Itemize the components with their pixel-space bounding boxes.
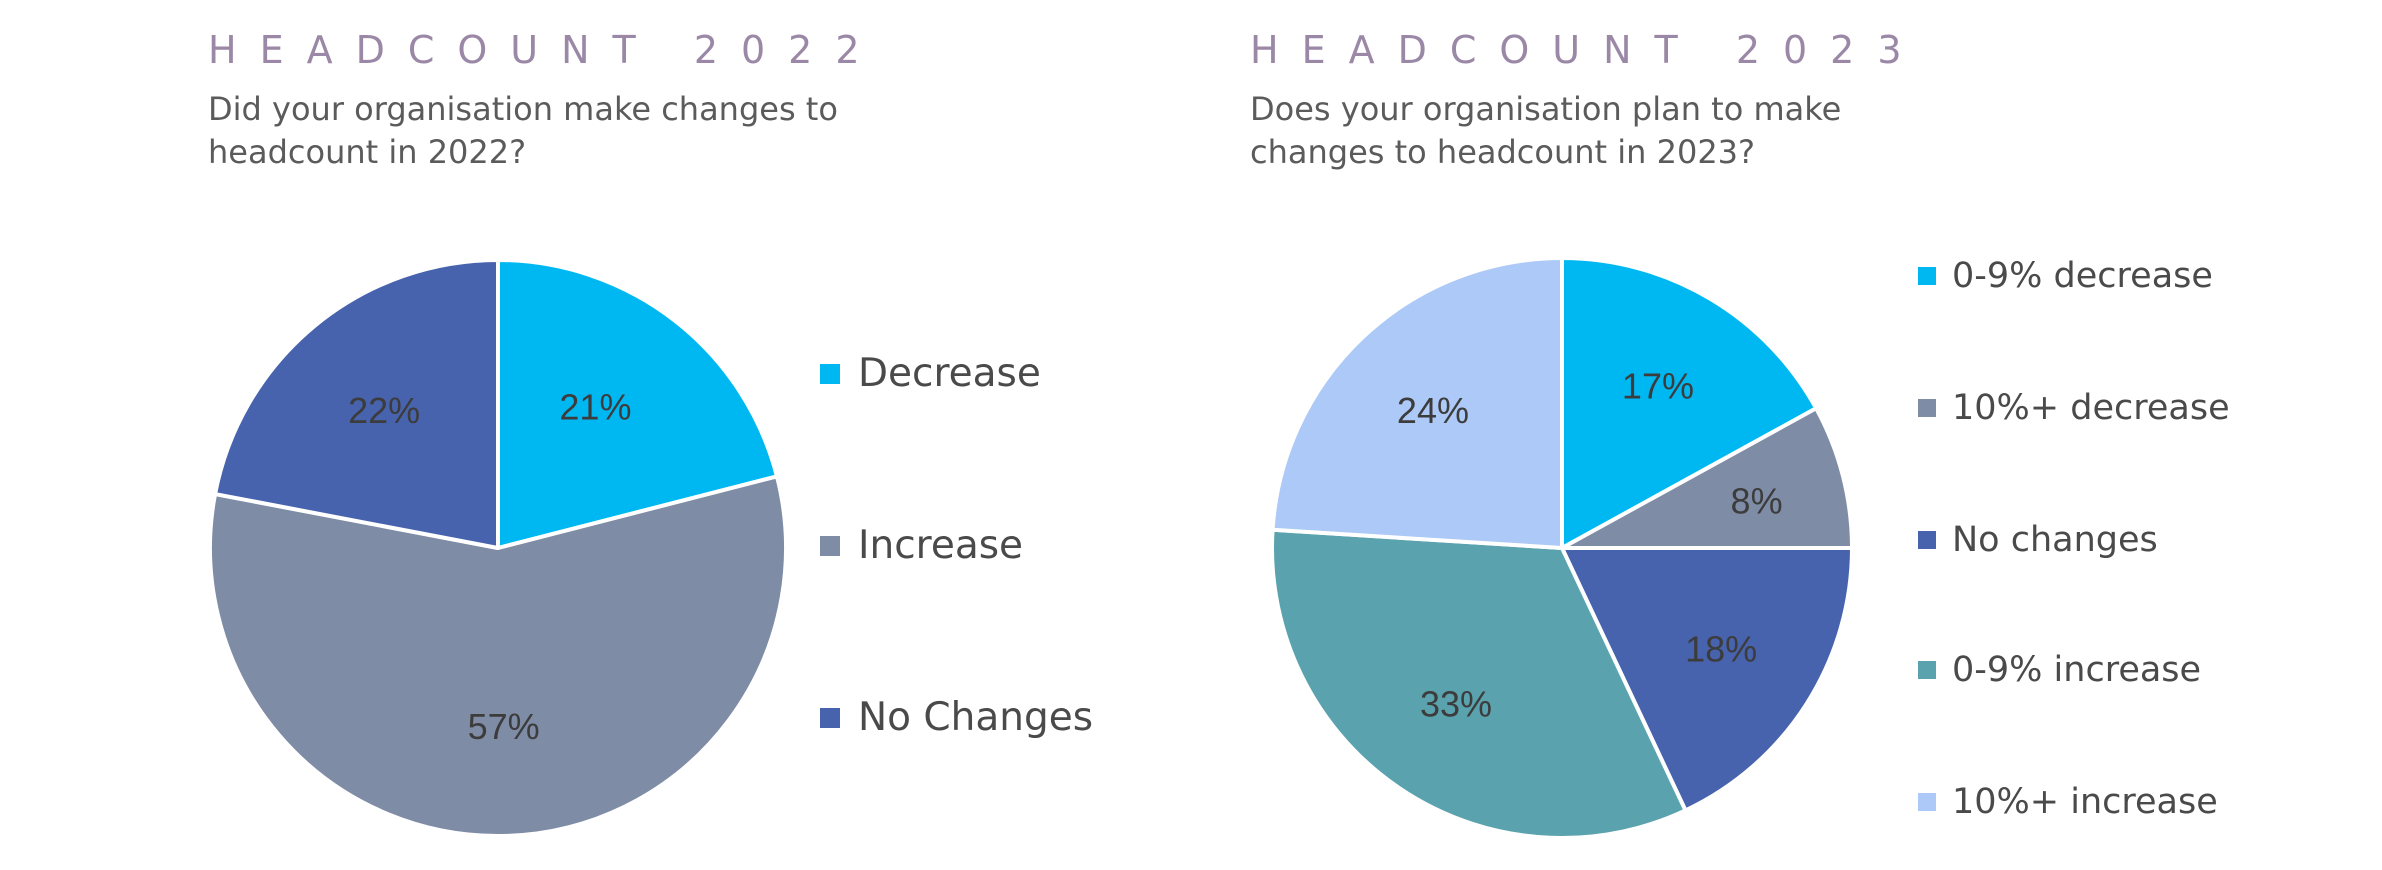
legend-item: No Changes	[820, 694, 1093, 742]
legend-item: Decrease	[820, 350, 1041, 398]
chart-heading-2022: HEADCOUNT 2022	[208, 28, 883, 72]
slice-value-label: 22%	[348, 390, 420, 431]
slice-value-label: 18%	[1685, 629, 1757, 670]
pie-slice-0-9-decrease	[1560, 256, 1819, 550]
legend-swatch	[820, 535, 840, 556]
pie-chart-1: 17% 8% 18% 33% 24%	[1270, 256, 1854, 840]
legend-item: 0-9% increase	[1918, 648, 2201, 691]
pie-chart-0: 21% 57% 22%	[208, 258, 788, 838]
legend-label: 10%+ decrease	[1952, 387, 2230, 428]
legend-swatch	[1918, 398, 1936, 417]
pie-slice-no-changes	[213, 258, 500, 550]
legend-swatch	[820, 363, 840, 384]
legend-label: 10%+ increase	[1952, 781, 2218, 822]
chart-panel-2023: HEADCOUNT 2023 Does your organisation pl…	[1250, 0, 2370, 870]
legend-swatch	[1918, 792, 1936, 811]
legend-item: 10%+ decrease	[1918, 386, 2230, 429]
legend-label: Decrease	[858, 351, 1041, 397]
legend-swatch	[1918, 530, 1936, 549]
legend-label: No Changes	[858, 695, 1094, 741]
legend-item: 10%+ increase	[1918, 780, 2218, 823]
chart-heading-2023: HEADCOUNT 2023	[1250, 28, 1925, 72]
chart-panel-2022: HEADCOUNT 2022 Did your organisation mak…	[208, 0, 1208, 870]
legend-swatch	[1918, 660, 1936, 679]
legend-swatch	[1918, 266, 1936, 285]
slice-value-label: 21%	[559, 386, 631, 427]
slice-value-label: 24%	[1397, 390, 1469, 431]
pie-slice-increase	[208, 474, 788, 838]
slice-value-label: 17%	[1622, 365, 1694, 406]
legend-swatch	[820, 707, 840, 728]
pie-slice-no-changes	[1560, 546, 1854, 813]
legend-item: Increase	[820, 522, 1023, 570]
slice-value-label: 57%	[468, 706, 540, 747]
slice-value-label: 33%	[1420, 683, 1492, 724]
slice-value-label: 8%	[1731, 481, 1783, 522]
chart-question-2023: Does your organisation plan to make chan…	[1250, 90, 1842, 171]
legend-item: No changes	[1918, 518, 2158, 561]
legend-label: Increase	[858, 523, 1024, 569]
pie-slice-0-9-increase	[1270, 527, 1688, 840]
chart-question-2022: Did your organisation make changes to he…	[208, 90, 838, 171]
pie-slice-10-increase	[1270, 256, 1564, 550]
legend-label: 0-9% decrease	[1952, 255, 2213, 296]
pie-slice-decrease	[496, 258, 779, 550]
legend-label: No changes	[1952, 519, 2158, 560]
pie-slice-10-decrease	[1560, 406, 1854, 550]
legend-item: 0-9% decrease	[1918, 254, 2213, 297]
legend-label: 0-9% increase	[1952, 649, 2202, 690]
